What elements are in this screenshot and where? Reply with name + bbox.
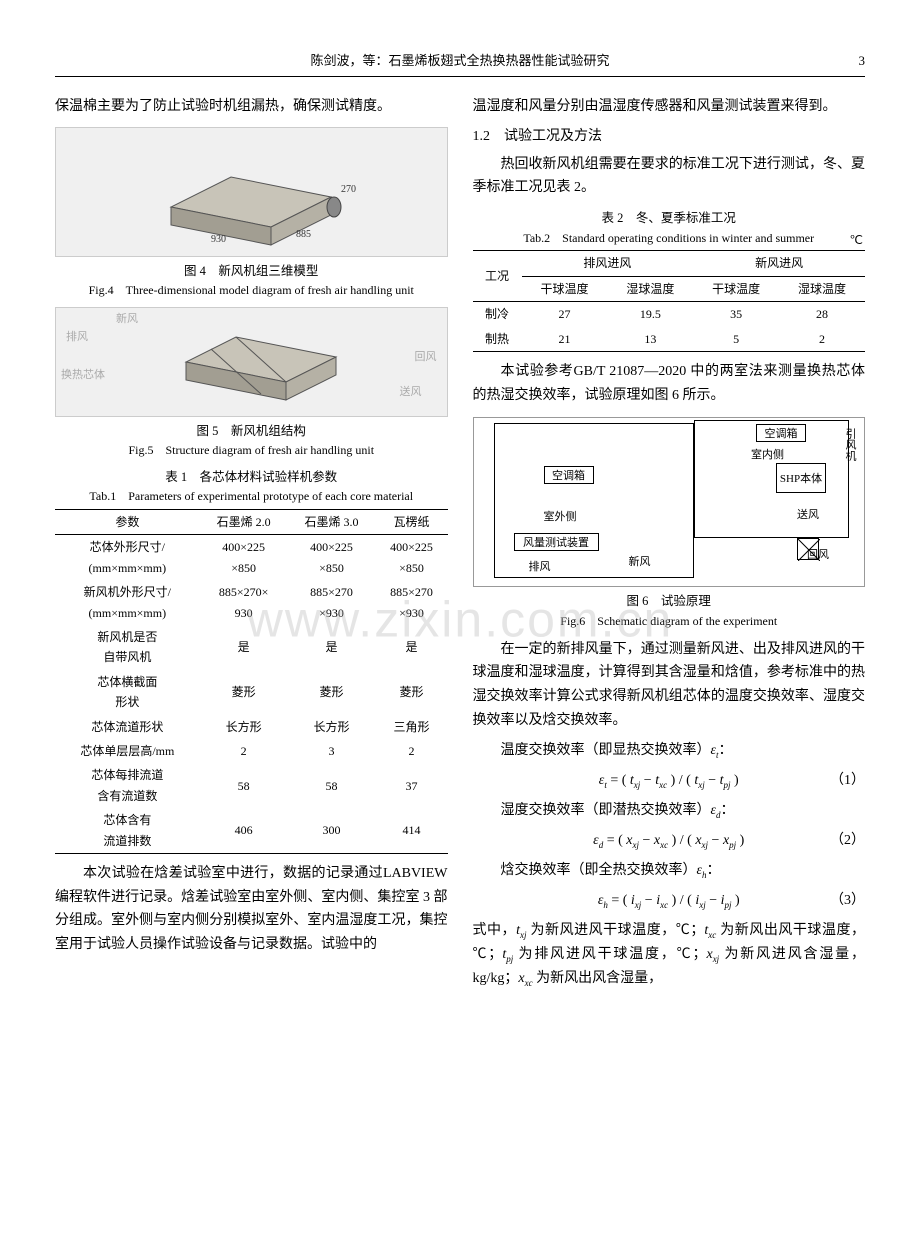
table-row: 芯体含有 流道排数406300414 [55, 808, 448, 853]
tab2-unit: ℃ [850, 230, 863, 250]
tab2-title-en: Tab.2 Standard operating conditions in w… [473, 230, 866, 247]
eq2-num: （2） [830, 829, 865, 853]
fig6-caption-cn: 图 6 试验原理 [473, 591, 866, 612]
right-para-3: 本试验参考GB/T 21087—2020 中的两室法来测量换热芯体的热湿交换效率… [473, 360, 866, 408]
t1-col-header: 瓦楞纸 [375, 510, 447, 535]
fig5-label-pf: 排风 [66, 328, 88, 347]
svg-text:930: 930 [211, 234, 226, 245]
table-row: 新风机外形尺寸/ (mm×mm×mm)885×270× 930885×270 ×… [55, 580, 448, 625]
fig5-label-sf: 送风 [400, 383, 422, 402]
fig5-svg [126, 312, 376, 412]
fig4-caption-cn: 图 4 新风机组三维模型 [55, 261, 448, 282]
page-number: 3 [859, 50, 866, 72]
t2-h-fresh: 新风进风 [693, 251, 865, 276]
svg-text:885: 885 [296, 229, 311, 240]
table-row: 芯体每排流道 含有流道数585837 [55, 763, 448, 808]
eq3-num: （3） [830, 889, 865, 913]
fig4-svg: 930 885 270 [141, 137, 361, 247]
t1-col-header: 石墨烯 3.0 [288, 510, 376, 535]
svg-text:270: 270 [341, 184, 356, 195]
right-para-1: 温湿度和风量分别由温湿度传感器和风量测试装置来得到。 [473, 95, 866, 119]
t2-h-cond: 工况 [473, 251, 522, 302]
table-row: 制热211352 [473, 327, 866, 352]
tab2-title-cn: 表 2 冬、夏季标准工况 [473, 208, 866, 229]
fig5-caption-cn: 图 5 新风机组结构 [55, 421, 448, 442]
eff-d-label: 湿度交换效率（即潜热交换效率）εd： [473, 799, 866, 823]
table-2: 工况 排风进风 新风进风 干球温度湿球温度干球温度湿球温度 制冷2719.535… [473, 250, 866, 352]
t1-col-header: 参数 [55, 510, 200, 535]
section-1-2-title: 1.2 试验工况及方法 [473, 125, 866, 149]
figure-4-image: 930 885 270 [55, 127, 448, 257]
equation-3: εh = ( ixj − ixc ) / ( ixj − ipj ) （3） [473, 889, 866, 913]
t2-h-exhaust: 排风进风 [522, 251, 694, 276]
table-row: 制冷2719.53528 [473, 302, 866, 327]
eq1-num: （1） [830, 769, 865, 793]
equation-1: εt = ( txj − txc ) / ( txj − tpj ) （1） [473, 769, 866, 793]
right-column: 温湿度和风量分别由温湿度传感器和风量测试装置来得到。 1.2 试验工况及方法 热… [473, 95, 866, 997]
table-1: 参数石墨烯 2.0石墨烯 3.0瓦楞纸 芯体外形尺寸/ (mm×mm×mm)40… [55, 509, 448, 854]
fig5-caption-en: Fig.5 Structure diagram of fresh air han… [55, 442, 448, 459]
table-row: 芯体单层层高/mm232 [55, 739, 448, 763]
t1-col-header: 石墨烯 2.0 [200, 510, 288, 535]
right-para-4: 在一定的新排风量下，通过测量新风进、出及排风进风的干球温度和湿球温度，计算得到其… [473, 638, 866, 733]
page-header: 陈剑波，等：石墨烯板翅式全热换热器性能试验研究 3 [55, 50, 865, 77]
table-row: 芯体流道形状长方形长方形三角形 [55, 715, 448, 739]
header-text: 陈剑波，等：石墨烯板翅式全热换热器性能试验研究 [310, 53, 609, 68]
f6-cross-icon [797, 538, 819, 560]
fig4-caption-en: Fig.4 Three-dimensional model diagram of… [55, 282, 448, 299]
equation-2: εd = ( xxj − xxc ) / ( xxj − xpj ) （2） [473, 829, 866, 853]
figure-6-schematic: 空调箱 室内侧 引风机 空调箱 SHP本体 室外侧 送风 风量测试装置 排风 新… [473, 417, 866, 587]
eff-t-label: 温度交换效率（即显热交换效率）εt： [473, 739, 866, 763]
fig5-label-hf: 回风 [415, 348, 437, 367]
left-para-2: 本次试验在焓差试验室中进行，数据的记录通过LABVIEW 编程软件进行记录。焓差… [55, 862, 448, 957]
table-row: 新风机是否 自带风机是是是 [55, 625, 448, 670]
tab1-title-cn: 表 1 各芯体材料试验样机参数 [55, 467, 448, 488]
eff-h-label: 焓交换效率（即全热交换效率）εh： [473, 859, 866, 883]
figure-5-image: 新风 排风 换热芯体 回风 送风 [55, 307, 448, 417]
table-row: 芯体外形尺寸/ (mm×mm×mm)400×225 ×850400×225 ×8… [55, 535, 448, 580]
right-para-5: 式中，txj 为新风进风干球温度，℃；txc 为新风出风干球温度，℃；tpj 为… [473, 919, 866, 991]
two-column-layout: 保温棉主要为了防止试验时机组漏热，确保测试精度。 930 885 270 图 4… [55, 95, 865, 997]
fig6-caption-en: Fig.6 Schematic diagram of the experimen… [473, 613, 866, 630]
fig5-label-hrxt: 换热芯体 [61, 366, 105, 385]
right-para-2: 热回收新风机组需要在要求的标准工况下进行测试，冬、夏季标准工况见表 2。 [473, 153, 866, 201]
left-column: 保温棉主要为了防止试验时机组漏热，确保测试精度。 930 885 270 图 4… [55, 95, 448, 997]
table-row: 芯体横截面 形状菱形菱形菱形 [55, 670, 448, 715]
left-para-1: 保温棉主要为了防止试验时机组漏热，确保测试精度。 [55, 95, 448, 119]
fig5-label-xf: 新风 [116, 310, 138, 329]
tab1-title-en: Tab.1 Parameters of experimental prototy… [55, 488, 448, 505]
tab2-wrap: Tab.2 Standard operating conditions in w… [473, 230, 866, 247]
